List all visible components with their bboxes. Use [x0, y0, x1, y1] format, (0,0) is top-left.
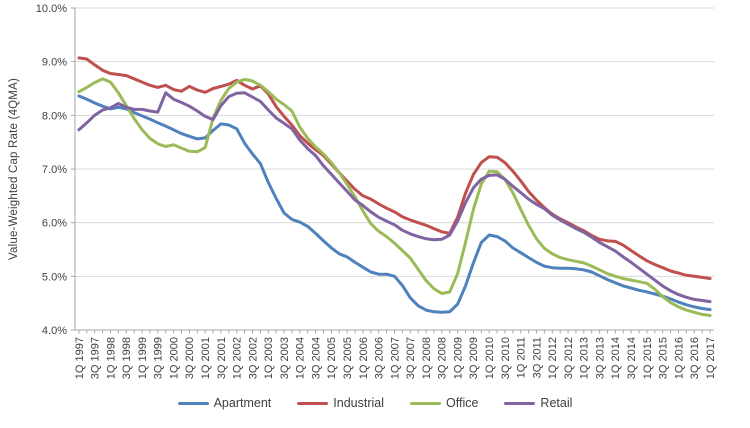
legend-item-office: Office: [410, 396, 478, 410]
x-tick-label: 3Q 2013: [594, 337, 606, 379]
y-tick-label: 10.0%: [36, 3, 67, 15]
series-line-retail: [77, 91, 712, 304]
x-tick-label: 1Q 2002: [232, 337, 244, 379]
x-tick-label: 3Q 2008: [437, 337, 449, 379]
x-tick-label: 3Q 2007: [405, 337, 417, 379]
y-tick-label: 5.0%: [42, 271, 67, 283]
legend-label-retail: Retail: [540, 396, 573, 410]
x-tick-label: 1Q 2004: [295, 337, 307, 379]
legend-label-office: Office: [446, 396, 479, 410]
legend-item-industrial: Industrial: [297, 396, 384, 410]
x-tick-label: 1Q 2008: [421, 337, 433, 379]
y-tick-label: 9.0%: [42, 57, 67, 69]
x-tick-label: 3Q 2004: [310, 337, 322, 379]
x-tick-label: 3Q 2014: [626, 337, 638, 379]
x-tick-label: 1Q 2006: [358, 337, 370, 379]
x-tick-label: 1Q 2010: [484, 337, 496, 379]
legend-swatch-industrial: [297, 401, 329, 405]
y-tick-label: 7.0%: [42, 164, 67, 176]
x-tick-label: 1Q 1997: [74, 337, 86, 379]
legend-swatch-office: [410, 401, 441, 405]
chart-legend: Apartment Industrial Office Retail: [0, 396, 750, 410]
x-tick-label: 3Q 2015: [658, 337, 670, 379]
x-tick-label: 3Q 2012: [563, 337, 575, 379]
legend-label-industrial: Industrial: [333, 396, 384, 410]
y-tick-label: 6.0%: [42, 218, 67, 230]
x-tick-label: 1Q 2014: [610, 337, 622, 379]
x-tick-label: 1Q 2003: [263, 337, 275, 379]
y-tick-label: 8.0%: [42, 110, 67, 122]
x-tick-label: 1Q 2015: [642, 337, 654, 379]
x-tick-label: 1Q 2000: [168, 337, 180, 379]
x-tick-label: 1Q 2001: [200, 337, 212, 379]
x-tick-label: 1Q 2009: [452, 337, 464, 379]
x-tick-label: 1Q 2013: [579, 337, 591, 379]
x-tick-label: 3Q 2003: [279, 337, 291, 379]
series-line-industrial: [77, 56, 712, 280]
x-tick-label: 1Q 2012: [547, 337, 559, 379]
legend-item-retail: Retail: [504, 396, 572, 410]
x-tick-label: 3Q 1998: [121, 337, 133, 379]
x-tick-label: 1Q 2011: [516, 337, 528, 378]
x-tick-label: 1Q 1999: [137, 337, 149, 379]
x-tick-label: 3Q 2006: [374, 337, 386, 379]
series-line-apartment: [77, 94, 712, 314]
x-tick-label: 3Q 2001: [216, 337, 228, 379]
x-tick-label: 3Q 1997: [90, 337, 102, 379]
x-tick-label: 3Q 2000: [184, 337, 196, 379]
y-axis-title: Value-Weighted Cap Rate (4QMA): [8, 78, 20, 260]
legend-swatch-apartment: [177, 401, 209, 405]
x-tick-label: 3Q 2002: [247, 337, 259, 379]
x-tick-label: 1Q 1998: [105, 337, 117, 379]
x-tick-label: 1Q 2016: [673, 337, 685, 379]
series-line-office: [77, 77, 712, 317]
y-tick-label: 4.0%: [42, 325, 67, 337]
legend-label-apartment: Apartment: [213, 396, 272, 410]
x-tick-label: 3Q 2010: [500, 337, 512, 379]
x-tick-label: 3Q 2005: [342, 337, 354, 379]
x-tick-label: 3Q 2016: [689, 337, 701, 379]
x-tick-label: 3Q 1999: [153, 337, 165, 379]
x-tick-label: 1Q 2005: [326, 337, 338, 379]
x-tick-label: 1Q 2007: [389, 337, 401, 379]
x-tick-label: 3Q 2011: [531, 337, 543, 378]
x-tick-label: 1Q 2017: [705, 337, 717, 379]
legend-swatch-retail: [504, 401, 536, 405]
x-tick-label: 3Q 2009: [468, 337, 480, 379]
legend-item-apartment: Apartment: [177, 396, 272, 410]
